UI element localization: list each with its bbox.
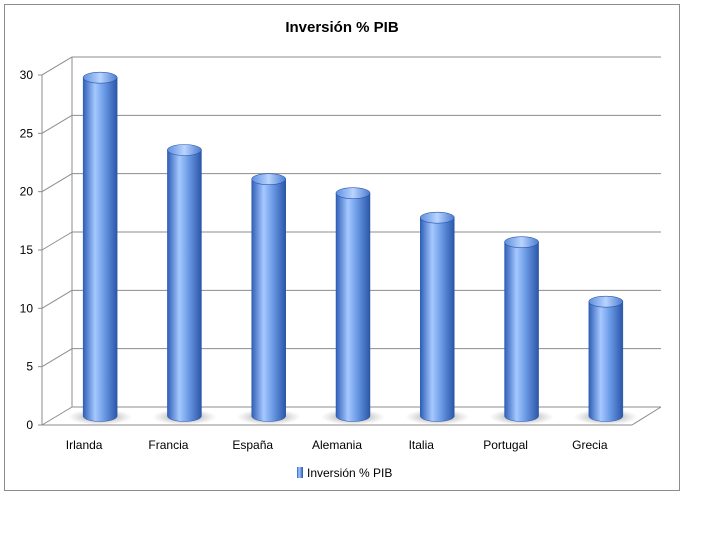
bar-body [335,192,371,422]
bar-top [504,236,539,248]
x-tick-label: Alemania [312,438,362,452]
bar-grecia [588,295,624,422]
y-tick-label: 15 [20,243,34,257]
bar-portugal [504,236,539,422]
x-tick-label: España [232,438,273,452]
bar-top [419,211,455,224]
gridline-diagonal [41,348,73,368]
x-tick-labels: Irlanda Francia España Alemania Italia Portug… [66,438,608,452]
y-tick-label: 25 [20,126,34,140]
bar-body [167,149,202,422]
bar-francia [167,144,202,422]
x-tick-label: Portugal [483,438,528,452]
legend-swatch [297,467,303,478]
x-tick-label: Francia [148,438,188,452]
x-tick-label: Irlanda [66,438,103,452]
bar-body [504,241,539,422]
y-tick-labels: 0 5 10 15 20 25 30 [20,68,34,432]
axes [38,56,662,426]
bar-body [420,217,455,422]
floor-right-edge [631,406,662,426]
gridline-diagonal [41,289,73,309]
bar-body [588,301,624,422]
x-tick-label: Grecia [572,438,608,452]
bar-top [82,71,118,84]
bar-españa [251,173,287,422]
y-tick-label: 5 [26,360,33,374]
bar-italia [419,211,455,422]
bars [82,71,624,422]
bar-body [251,178,286,422]
chart-title: Inversión % PIB [285,19,399,36]
gridline-diagonal [41,406,73,426]
x-tick-label: Italia [409,438,435,452]
y-tick-label: 30 [20,68,34,82]
bar-top [335,187,371,199]
gridline-diagonal [41,231,73,251]
legend-label: Inversión % PIB [307,466,392,480]
bar-top [167,144,202,156]
gridline-diagonal [41,56,73,76]
bar-irlanda [82,71,118,422]
bar-body [82,77,118,422]
gridline-diagonal [41,114,73,134]
bar-top [251,173,287,185]
bar-alemania [335,187,371,422]
bar-top [588,295,624,308]
legend: Inversión % PIB [297,466,392,480]
y-tick-label: 0 [26,418,33,432]
y-tick-label: 10 [20,301,34,315]
gridline-diagonal [41,173,73,193]
y-tick-label: 20 [20,185,34,199]
